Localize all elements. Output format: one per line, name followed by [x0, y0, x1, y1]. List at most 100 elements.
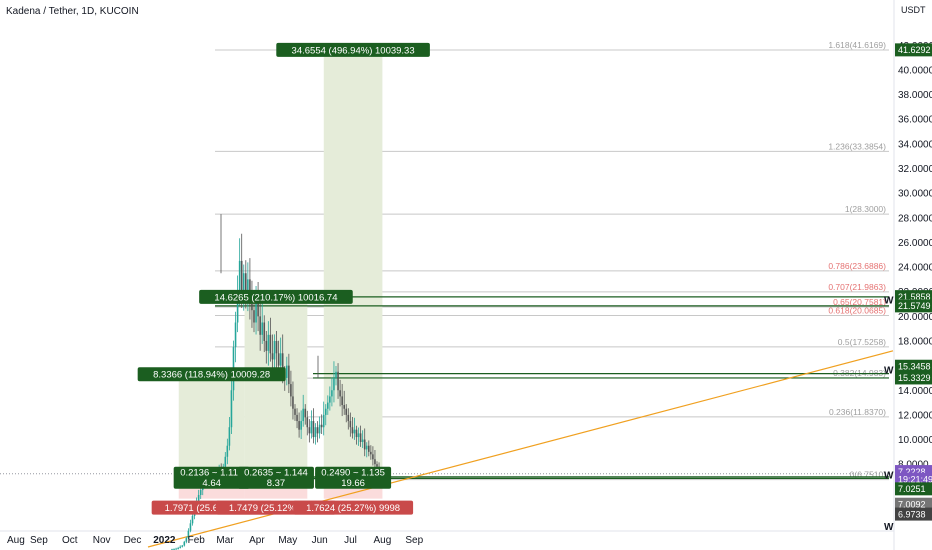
candle-body — [234, 322, 237, 348]
candle-body — [300, 421, 302, 430]
candle-body — [337, 371, 339, 391]
candle-body — [199, 490, 202, 495]
candle-body — [269, 334, 272, 354]
price-axis-badge — [895, 359, 932, 373]
stop-label: 1.7624 (25.27%) 9998 — [306, 503, 400, 514]
candle-body — [376, 464, 378, 467]
time-tick-label: Sep — [30, 535, 48, 546]
candle-body — [351, 427, 354, 434]
candle-body — [177, 547, 179, 549]
price-axis-badge — [895, 482, 932, 496]
price-tick-label: 36.0000 — [898, 115, 932, 126]
profit-zone — [323, 49, 383, 478]
profit-zone — [244, 296, 308, 478]
candle-body — [263, 322, 266, 341]
candle-body — [279, 353, 282, 366]
entry-label-range: 0.2635 ~ 1.144 — [244, 468, 308, 479]
candle-body — [353, 429, 356, 434]
candle-body — [322, 414, 325, 428]
price-axis-badge-label: 21.5749 — [898, 301, 931, 311]
price-axis-badge-label: 6.9738 — [898, 509, 926, 519]
candle-body — [314, 427, 317, 438]
target-label: 8.3366 (118.94%) 10009.28 — [153, 370, 270, 381]
stop-label: 1.7479 (25.12%) 9998 — [229, 503, 323, 514]
entry-label-ratio: 19.66 — [341, 478, 365, 489]
candle-body — [271, 353, 274, 360]
candle-body — [181, 545, 184, 547]
candle-body — [296, 414, 298, 422]
candle-body — [359, 433, 362, 443]
target-label-box — [137, 367, 286, 382]
price-tick-label: 26.0000 — [898, 238, 932, 249]
price-tick-label: 18.0000 — [898, 336, 932, 347]
candle-body — [257, 297, 259, 317]
price-axis-badge-label: 7.2228 — [898, 467, 926, 477]
price-tick-label: 34.0000 — [898, 139, 932, 150]
candle-body — [185, 538, 188, 542]
stop-label: 1.7971 (25.64%) 9998 — [165, 503, 259, 514]
target-label-box — [199, 289, 353, 304]
candle-body — [310, 421, 313, 434]
candle-body — [327, 402, 329, 409]
time-tick-label: Jun — [312, 535, 328, 546]
time-tick-label: Aug — [7, 535, 25, 546]
price-axis-badge — [895, 497, 932, 511]
candle-body — [277, 353, 280, 366]
candle-body — [363, 439, 366, 450]
candle-body — [224, 456, 227, 467]
entry-label-range: 0.2136 ~ 1.113 — [180, 468, 243, 479]
fib-level-label: 0(6.7510) — [850, 470, 887, 480]
price-axis-badge-label: 15.3458 — [898, 362, 931, 372]
candle-body — [230, 390, 233, 428]
price-tick-label: 30.0000 — [898, 189, 932, 200]
candle-body — [267, 334, 270, 351]
candle-body — [286, 365, 288, 378]
entry-label-box — [173, 466, 250, 489]
candle-body — [318, 424, 321, 434]
candle-body — [179, 546, 181, 548]
w-marker: W — [884, 470, 894, 481]
price-axis-badge — [895, 299, 932, 313]
candle-body — [304, 408, 307, 418]
candle-body — [183, 541, 186, 546]
fib-level-label: 1.236(33.3854) — [828, 141, 886, 151]
candle-body — [242, 273, 245, 292]
candle-body — [273, 340, 276, 360]
time-tick-label: Feb — [188, 535, 206, 546]
candle-body — [240, 260, 243, 292]
w-marker: W — [884, 295, 894, 306]
candle-body — [312, 421, 315, 438]
time-tick-label: Aug — [374, 535, 392, 546]
candle-body — [226, 445, 229, 457]
entry-label-ratio: 8.37 — [267, 478, 286, 489]
candle-body — [374, 459, 376, 465]
candle-body — [191, 515, 194, 524]
candle-body — [255, 297, 257, 323]
time-tick-label: 2022 — [153, 535, 176, 546]
fib-level-label: 0.618(20.0685) — [828, 305, 886, 315]
candle-body — [292, 396, 294, 409]
candle-body — [370, 451, 372, 455]
candle-body — [324, 408, 327, 415]
price-axis-badge-label: 21.5858 — [898, 292, 931, 302]
price-tick-label: 40.0000 — [898, 65, 932, 76]
target-label: 34.6554 (496.94%) 10039.33 — [292, 45, 415, 56]
entry-label-box — [237, 466, 314, 489]
candle-body — [347, 414, 350, 422]
candle-body — [261, 322, 263, 335]
candle-body — [316, 427, 319, 434]
fib-level-label: 1(28.3000) — [845, 204, 886, 214]
candle-body — [245, 273, 247, 298]
candle-body — [349, 421, 352, 428]
candle-body — [308, 427, 311, 434]
price-axis-badge-label: 41.6292 — [898, 45, 931, 55]
candle-body — [294, 408, 296, 415]
candle-body — [361, 439, 364, 443]
fib-level-label: 0.5(17.5258) — [838, 337, 886, 347]
candle-body — [298, 421, 300, 430]
time-tick-label: Nov — [93, 535, 111, 546]
currency-unit: USDT — [901, 5, 926, 15]
fib-level-label: 0.786(23.6886) — [828, 261, 886, 271]
fib-level-label: 1.618(41.6169) — [828, 40, 886, 50]
